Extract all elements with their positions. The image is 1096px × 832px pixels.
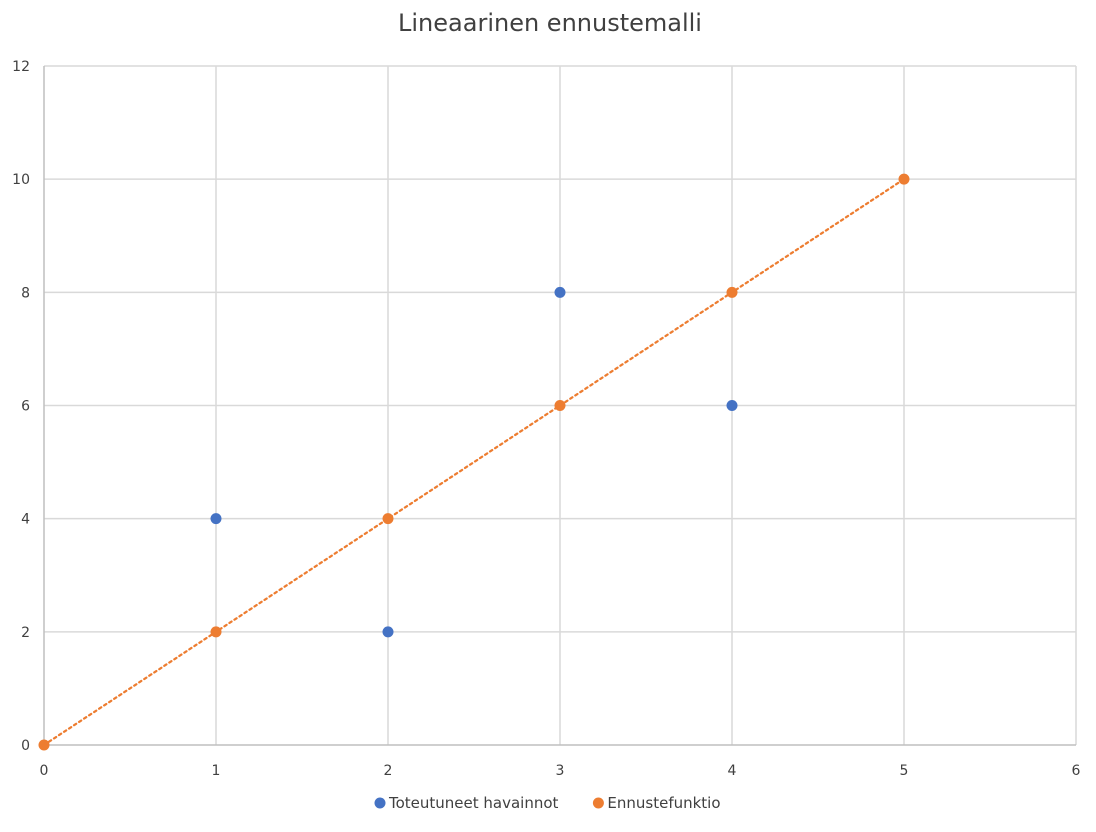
axes <box>43 66 1076 746</box>
series-1 <box>210 286 738 638</box>
y-tick-label: 4 <box>21 512 30 528</box>
y-tick-label: 8 <box>21 285 30 301</box>
y-tick-label: 2 <box>21 625 30 641</box>
y-tick-label: 0 <box>21 738 30 754</box>
data-point <box>726 400 738 411</box>
legend-marker <box>374 797 386 809</box>
x-tick-label: 0 <box>40 763 49 779</box>
series-2 <box>38 173 910 751</box>
legend-item: Toteutuneet havainnot <box>374 794 559 812</box>
y-tick-label: 10 <box>12 172 30 188</box>
x-tick-label: 3 <box>556 763 565 779</box>
series <box>38 173 910 751</box>
legend: Toteutuneet havainnot Ennustefunktio <box>374 794 721 812</box>
data-point <box>382 626 394 638</box>
data-point <box>898 173 910 185</box>
data-point <box>38 739 50 751</box>
x-tick-label: 6 <box>1072 763 1081 779</box>
data-point <box>210 626 222 638</box>
x-tick-label: 1 <box>212 763 221 779</box>
data-point <box>554 286 566 298</box>
x-tick-label: 2 <box>384 763 393 779</box>
data-point <box>726 286 738 298</box>
legend-label: Ennustefunktio <box>607 794 720 812</box>
x-tick-label: 4 <box>728 763 737 779</box>
series-line <box>42 178 906 747</box>
data-point <box>554 400 566 411</box>
y-tick-label: 6 <box>21 399 30 415</box>
data-point <box>382 513 394 525</box>
legend-item: Ennustefunktio <box>592 794 721 812</box>
legend-marker <box>592 797 604 809</box>
chart-title: Lineaarinen ennustemalli <box>398 9 702 37</box>
y-tick-label: 12 <box>12 59 30 75</box>
x-tick-label: 5 <box>900 763 909 779</box>
data-point <box>210 513 222 525</box>
legend-label: Toteutuneet havainnot <box>388 794 559 812</box>
